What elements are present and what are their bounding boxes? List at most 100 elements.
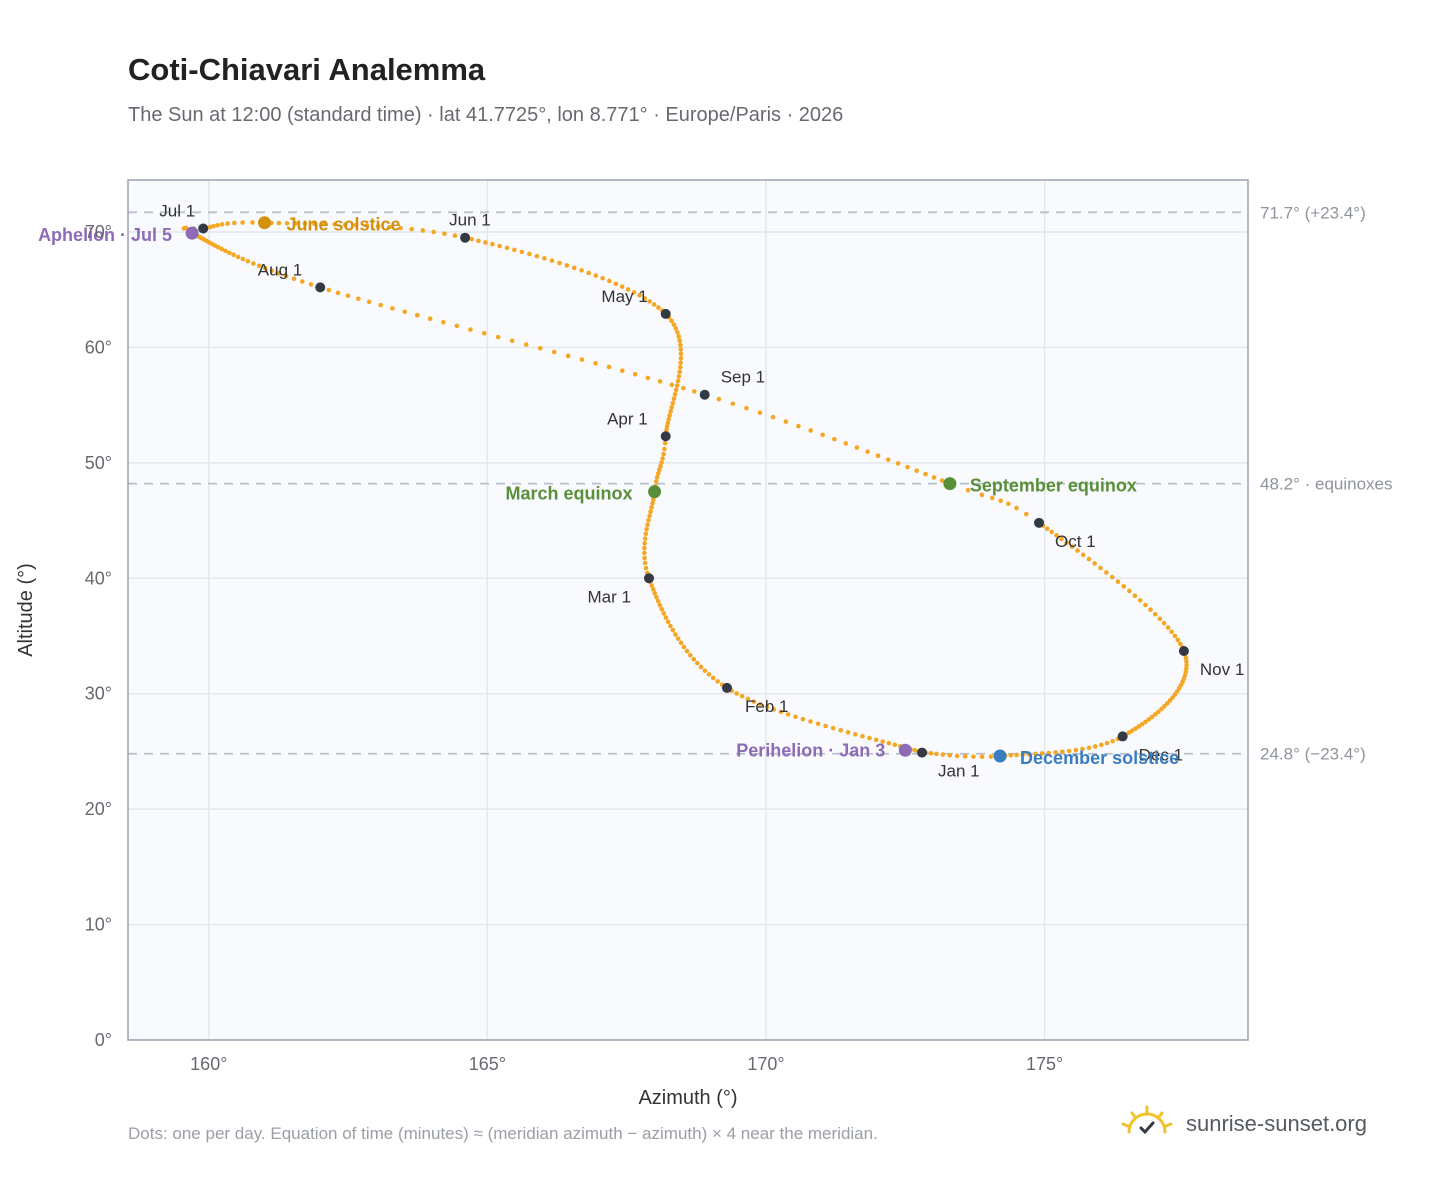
event-label: Aphelion · Jul 5: [38, 225, 172, 245]
daily-sun-dot: [677, 369, 682, 375]
daily-sun-dot: [1109, 574, 1115, 580]
daily-sun-dot: [865, 449, 870, 454]
daily-sun-dot: [832, 436, 837, 442]
daily-sun-dot: [263, 265, 268, 271]
daily-sun-dot: [1121, 584, 1127, 589]
daily-sun-dot: [345, 293, 351, 299]
daily-sun-dot: [1162, 703, 1167, 709]
daily-sun-dot: [1104, 740, 1110, 746]
daily-sun-dot: [593, 361, 598, 366]
daily-sun-dot: [1060, 749, 1065, 755]
daily-sun-dot: [678, 640, 684, 646]
daily-sun-dot: [250, 220, 255, 225]
daily-sun-dot: [820, 432, 825, 438]
daily-sun-dot: [642, 296, 648, 301]
daily-sun-dot: [667, 413, 672, 418]
brand[interactable]: sunrise-sunset.org: [1120, 1102, 1367, 1146]
daily-sun-dot: [715, 679, 720, 684]
month-markers: Jan 1 Feb 1 Mar 1 Apr 1 May 1 Jun 1 Jul 1 Aug 1…: [159, 201, 1244, 780]
daily-sun-dot: [1086, 556, 1092, 562]
daily-sun-dot: [886, 740, 892, 746]
daily-sun-dot: [1014, 505, 1019, 511]
daily-sun-dot: [497, 243, 502, 249]
plot-frame: [127, 179, 1249, 1041]
daily-sun-dot: [655, 471, 661, 476]
daily-sun-dot: [378, 302, 383, 308]
daily-sun-dot: [642, 545, 647, 551]
daily-sun-dot: [971, 754, 976, 759]
daily-sun-dot: [875, 453, 881, 459]
daily-sun-dot: [534, 253, 540, 259]
daily-sun-dot: [219, 222, 225, 227]
daily-sun-dot: [1110, 738, 1115, 744]
daily-sun-dot: [678, 347, 684, 352]
daily-sun-dot: [670, 627, 676, 633]
daily-sun-dot: [885, 457, 891, 462]
daily-sun-dot: [390, 306, 395, 311]
y-tick-label: 0°: [95, 1030, 112, 1050]
daily-sun-dot: [892, 742, 898, 748]
daily-sun-dot: [326, 287, 332, 293]
daily-sun-dot: [758, 701, 763, 707]
daily-sun-dot: [962, 754, 968, 759]
month-marker: [315, 282, 326, 293]
daily-sun-dot: [651, 497, 656, 502]
event-marker: [943, 477, 957, 491]
daily-sun-dot: [710, 675, 716, 681]
daily-sun-dot: [800, 716, 806, 722]
daily-sun-dot: [619, 284, 625, 289]
daily-sun-dot: [366, 299, 372, 305]
month-marker: [643, 573, 654, 584]
event-label: March equinox: [506, 484, 633, 504]
daily-sun-dot: [1184, 666, 1189, 671]
daily-sun-dot: [215, 222, 220, 228]
daily-sun-dot: [509, 338, 515, 344]
daily-sun-dot: [1184, 659, 1189, 664]
daily-sun-dot: [215, 244, 221, 250]
daily-sun-dot: [1075, 548, 1080, 553]
daily-sun-dot: [698, 664, 704, 670]
month-marker-label: Sep 1: [721, 368, 765, 387]
daily-sun-dot: [672, 392, 678, 397]
daily-sun-dot: [645, 375, 651, 381]
y-tick-label: 10°: [85, 915, 112, 935]
daily-sun-dot: [830, 725, 836, 731]
daily-sun-dot: [637, 293, 642, 298]
x-tick-label: 165°: [469, 1054, 506, 1074]
daily-sun-dot: [1044, 526, 1050, 531]
daily-sun-dot: [427, 316, 433, 322]
daily-sun-dot: [673, 326, 679, 331]
y-tick-label: 70°: [85, 222, 112, 242]
daily-sun-dot: [1104, 570, 1109, 575]
daily-sun-dot: [1069, 544, 1075, 549]
chart-title: Coti-Chiavari Analemma: [128, 52, 486, 87]
daily-sun-dot: [940, 752, 946, 757]
daily-sun-dot: [838, 727, 843, 733]
event-marker: [648, 485, 662, 499]
daily-sun-dot: [653, 479, 659, 484]
daily-sun-dot: [734, 691, 739, 696]
daily-sun-dot: [181, 226, 187, 231]
daily-sun-dot: [793, 714, 798, 720]
daily-sun-dot: [276, 220, 282, 226]
daily-sun-dot: [655, 598, 661, 604]
daily-sun-dot: [678, 342, 683, 348]
daily-sun-dot: [613, 281, 619, 287]
daily-sun-dot: [854, 445, 860, 450]
daily-sun-dot: [867, 735, 872, 741]
daily-sun-dot: [979, 754, 985, 760]
event-marker: [898, 743, 912, 757]
daily-sun-dot: [1080, 746, 1085, 752]
daily-sun-dot: [642, 550, 647, 556]
daily-sun-dot: [665, 619, 671, 625]
daily-sun-dot: [291, 276, 297, 282]
daily-sun-dot: [671, 322, 677, 327]
event-marker: [258, 216, 272, 230]
daily-sun-dot: [1053, 750, 1058, 755]
daily-sun-dot: [649, 583, 655, 588]
daily-sun-dot: [490, 241, 495, 247]
daily-sun-dot: [644, 526, 649, 532]
daily-sun-dot: [308, 282, 314, 287]
daily-sun-dot: [778, 709, 784, 715]
daily-sun-dot: [663, 615, 669, 620]
